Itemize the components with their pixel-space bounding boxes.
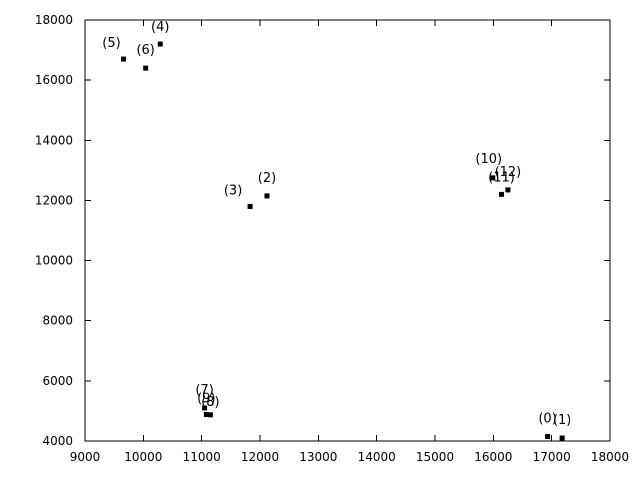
data-point [505, 187, 511, 193]
point-label: (6) [136, 43, 154, 58]
data-point [264, 193, 270, 199]
x-tick-label: 15000 [416, 450, 454, 464]
point-label: (5) [102, 36, 120, 51]
data-point [202, 405, 208, 411]
y-tick-label: 6000 [42, 374, 73, 388]
point-label: (12) [495, 165, 522, 180]
x-tick-label: 12000 [241, 450, 279, 464]
axis-ticks [84, 19, 611, 442]
point-label: (1) [553, 413, 571, 428]
point-label: (9) [197, 392, 215, 407]
y-tick-label: 18000 [35, 13, 73, 27]
y-tick-label: 16000 [35, 73, 73, 87]
point-label: (2) [258, 171, 276, 186]
data-point [545, 433, 551, 439]
x-tick-label: 13000 [299, 450, 337, 464]
data-point [157, 41, 163, 47]
data-point [143, 65, 149, 71]
point-label: (7) [195, 383, 213, 398]
x-tick-label: 18000 [591, 450, 629, 464]
y-tick-label: 8000 [42, 314, 73, 328]
x-tick-label: 17000 [533, 450, 571, 464]
x-tick-label: 16000 [474, 450, 512, 464]
y-tick-label: 14000 [35, 133, 73, 147]
data-point [203, 412, 209, 418]
y-tick-label: 12000 [35, 193, 73, 207]
plot-area-border [84, 19, 611, 442]
data-points [121, 41, 565, 441]
data-point [490, 175, 496, 181]
data-point [247, 203, 253, 209]
data-point [559, 435, 565, 441]
point-labels: (0)(1) (2) (3) (4) (5) (6) (7)(8)(9) (10) (11)(1… [102, 20, 571, 428]
x-tick-label: 11000 [183, 450, 221, 464]
point-label: (10) [475, 152, 502, 167]
data-point [499, 191, 504, 197]
x-tick-label: 14000 [358, 450, 396, 464]
point-label: (8) [201, 395, 219, 410]
x-tick-label: 10000 [124, 450, 162, 464]
point-label: (4) [151, 20, 169, 35]
point-label: (11) [488, 170, 515, 185]
data-point [207, 412, 213, 418]
x-tick-label: 9000 [70, 450, 101, 464]
point-label: (3) [224, 183, 242, 198]
data-point [121, 56, 126, 62]
y-tick-label: 4000 [42, 434, 73, 448]
y-tick-label: 10000 [35, 254, 73, 268]
tick-labels: 9000 10000 11000 12000 13000 14000 15000 16000 1… [35, 13, 629, 464]
point-label: (0) [538, 411, 556, 426]
